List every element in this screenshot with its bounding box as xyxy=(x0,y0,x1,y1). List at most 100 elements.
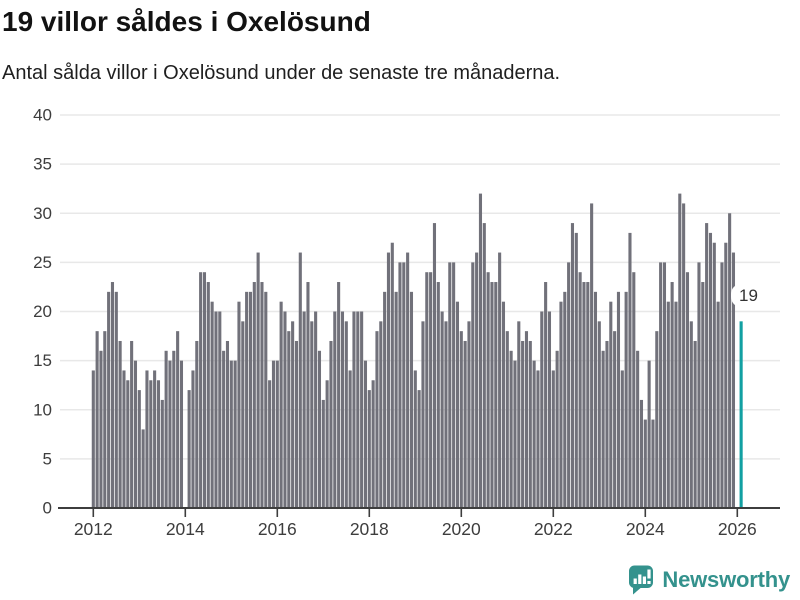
bar xyxy=(647,360,651,509)
bar xyxy=(616,291,621,508)
bar xyxy=(91,370,95,508)
y-axis-tick-label: 25 xyxy=(33,253,52,272)
bar xyxy=(268,380,272,508)
bar xyxy=(655,331,659,508)
bar xyxy=(490,282,494,508)
page-title: 19 villor såldes i Oxelösund xyxy=(2,6,371,37)
bar xyxy=(478,193,483,508)
bar xyxy=(628,232,632,508)
bar xyxy=(563,291,567,508)
y-axis-tick-label: 0 xyxy=(43,499,52,518)
bar xyxy=(643,419,647,508)
bar xyxy=(264,291,268,508)
bar xyxy=(670,282,674,508)
bar xyxy=(164,350,168,508)
bar xyxy=(551,370,555,508)
bar xyxy=(662,262,667,508)
bar xyxy=(325,380,329,508)
x-axis-tick-label: 2026 xyxy=(718,519,757,539)
bar xyxy=(409,291,414,508)
bar xyxy=(202,272,207,508)
bar xyxy=(452,262,456,508)
bar xyxy=(544,282,548,508)
bar xyxy=(471,262,475,508)
bar xyxy=(574,232,578,508)
bar xyxy=(463,340,467,508)
bar xyxy=(287,331,291,508)
bar xyxy=(421,321,425,508)
bar xyxy=(348,370,352,508)
y-axis-tick-label: 15 xyxy=(33,351,52,370)
bar xyxy=(260,282,264,508)
bar xyxy=(344,321,348,508)
x-axis-tick-label: 2016 xyxy=(258,519,297,539)
bar xyxy=(398,262,402,508)
bar xyxy=(513,360,517,509)
bar xyxy=(241,321,245,508)
bar xyxy=(371,380,375,508)
bar xyxy=(156,380,161,508)
bar xyxy=(363,360,368,509)
bar xyxy=(133,360,138,509)
x-axis-tick-label: 2012 xyxy=(74,519,113,539)
y-axis-tick-label: 20 xyxy=(33,302,52,321)
bar xyxy=(214,311,218,508)
highlight-value-label: 19 xyxy=(731,284,766,307)
bar xyxy=(248,291,253,508)
bar xyxy=(390,242,394,509)
bar xyxy=(375,331,379,508)
bar xyxy=(137,390,141,508)
bar xyxy=(256,252,260,508)
bar xyxy=(252,282,256,508)
bar xyxy=(509,350,513,508)
bar xyxy=(329,340,333,508)
bar xyxy=(674,301,678,508)
bar xyxy=(697,262,701,508)
bar xyxy=(275,360,279,509)
bar xyxy=(187,390,191,508)
bar xyxy=(141,429,145,508)
bar xyxy=(524,331,529,508)
bar xyxy=(494,282,498,508)
bar xyxy=(605,340,609,508)
x-axis-tick-label: 2024 xyxy=(626,519,665,539)
bar xyxy=(517,321,521,508)
bar xyxy=(436,282,440,508)
bar xyxy=(149,380,153,508)
bar xyxy=(160,399,164,508)
bar xyxy=(620,370,624,508)
y-axis-tick-label: 35 xyxy=(33,155,52,174)
bar xyxy=(425,272,429,508)
bar xyxy=(716,301,720,508)
bar xyxy=(191,370,195,508)
newsworthy-logo: Newsworthy xyxy=(628,562,790,598)
bar xyxy=(482,223,486,508)
bar xyxy=(271,360,276,509)
bar xyxy=(540,311,544,508)
bar xyxy=(195,340,199,508)
bar xyxy=(505,331,509,508)
bar xyxy=(432,223,437,508)
bar xyxy=(708,232,713,508)
bar xyxy=(712,242,716,509)
bar xyxy=(168,360,172,509)
bar xyxy=(394,291,398,508)
bar xyxy=(455,301,460,508)
bar xyxy=(586,282,590,508)
bar xyxy=(636,350,640,508)
bar xyxy=(107,291,111,508)
newsworthy-wordmark: Newsworthy xyxy=(662,567,790,592)
bar xyxy=(724,242,728,509)
bar xyxy=(179,360,184,509)
bar xyxy=(225,340,230,508)
bar xyxy=(306,282,310,508)
bar xyxy=(298,252,302,508)
bar xyxy=(601,350,605,508)
bar xyxy=(317,350,322,508)
bar xyxy=(233,360,237,509)
bar xyxy=(283,311,287,508)
bar xyxy=(639,399,644,508)
bar xyxy=(632,272,636,508)
bar xyxy=(597,321,601,508)
